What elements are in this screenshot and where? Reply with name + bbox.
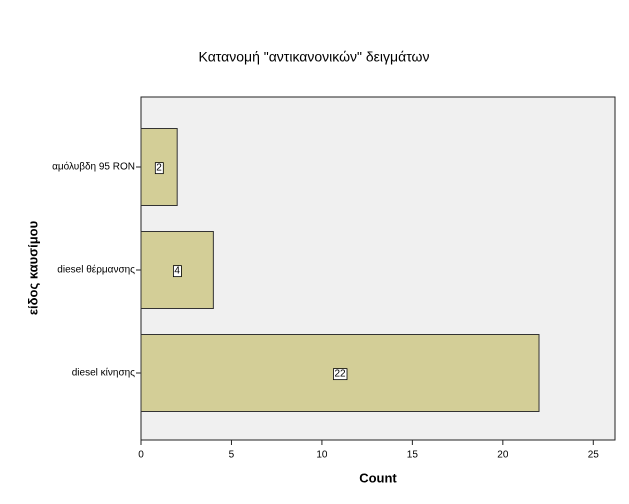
value-label-box [173,265,182,278]
x-tick-label: 15 [407,450,419,461]
y-tick-label: diesel κίνησης [72,367,135,379]
x-axis-title: Count [359,470,397,485]
value-label-box [333,368,348,381]
y-axis-title: είδος καυσίμου [25,220,40,315]
y-tick-label: diesel θέρμανσης [57,264,135,276]
x-tick-label: 0 [138,450,144,461]
value-label: 4 [174,266,180,277]
x-tick-label: 20 [497,450,509,461]
value-label: 22 [334,369,346,380]
value-label-box [154,162,164,175]
x-tick-label: 25 [588,450,600,461]
y-tick-label: αμόλυβδη 95 RON [52,161,135,173]
chart-title: Κατανομή "αντικανονικών" δειγμάτων [199,49,430,65]
value-label: 2 [156,163,162,174]
x-tick-label: 5 [229,450,235,461]
x-tick-label: 10 [316,450,328,461]
